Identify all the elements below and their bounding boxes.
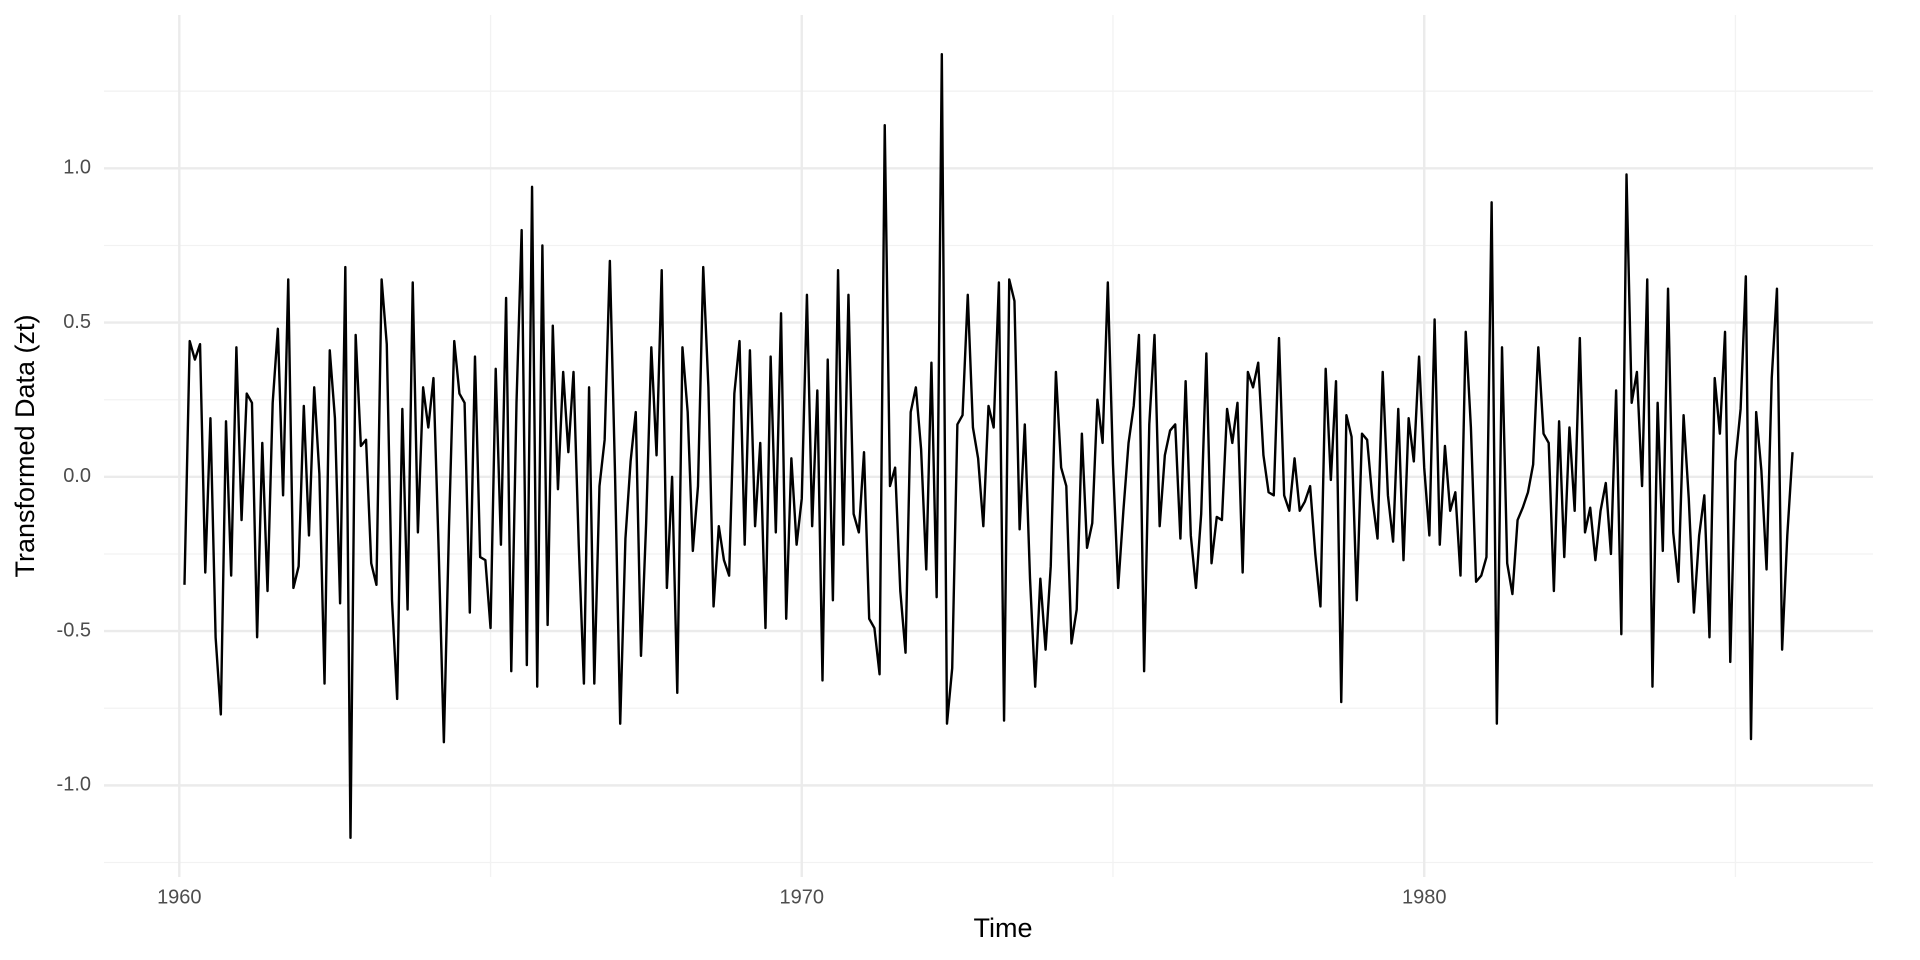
x-tick-label: 1960 [157, 886, 202, 908]
plot-area [183, 52, 1794, 840]
y-tick-label: -0.5 [57, 619, 91, 641]
x-tick-label: 1980 [1402, 886, 1447, 908]
data-line [183, 52, 1794, 840]
y-tick-label: 0.5 [63, 311, 91, 333]
x-tick-label: 1970 [780, 886, 825, 908]
x-axis-title: Time [974, 913, 1033, 943]
y-tick-label: 0.0 [63, 465, 91, 487]
grid [104, 15, 1873, 877]
y-tick-label: 1.0 [63, 157, 91, 179]
y-axis-title: Transformed Data (zt) [10, 314, 40, 577]
y-tick-label: -1.0 [57, 774, 91, 796]
